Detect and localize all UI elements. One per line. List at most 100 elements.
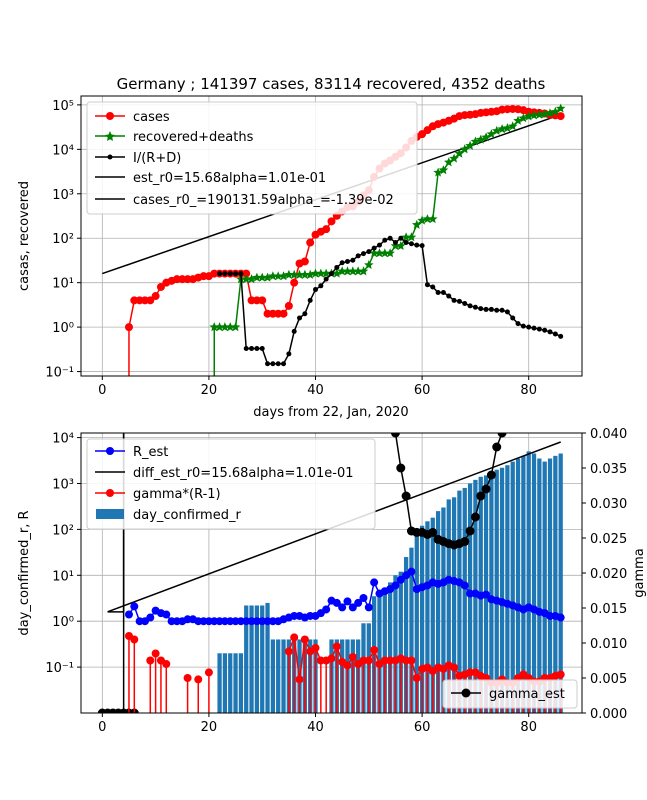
ir-point — [419, 243, 425, 249]
r-est-point — [162, 610, 171, 619]
recovered-point — [209, 322, 219, 332]
ir-point — [227, 271, 233, 277]
y-tick-label: 10⁻¹ — [45, 661, 74, 676]
x-tick-label: 80 — [520, 720, 537, 735]
ir-point — [291, 328, 297, 334]
recovered-point — [433, 167, 443, 177]
legend-ir-label: I/(R+D) — [133, 151, 181, 166]
legend-est-label: est_r0=15.68alpha=1.01e-01 — [133, 171, 326, 186]
r-est-point — [407, 567, 416, 576]
day-confirmed-bar — [457, 490, 462, 713]
ir-point — [467, 303, 473, 309]
day-confirmed-bar — [387, 582, 393, 713]
y2-tick-label: 0.010 — [590, 637, 627, 652]
gamma-est-point — [401, 491, 411, 501]
bottom-legend-2-box — [442, 679, 578, 709]
r-est-point — [482, 590, 491, 599]
r-est-point — [556, 613, 565, 622]
recovered-point — [518, 113, 529, 123]
x-tick-label: 60 — [414, 383, 431, 398]
y2-tick-label: 0.005 — [590, 672, 627, 687]
ir-point — [414, 242, 420, 248]
ir-point — [499, 307, 505, 313]
legend-r-est-label: R_est — [133, 445, 168, 460]
r-est-point — [364, 603, 373, 612]
recovered-point — [449, 153, 459, 163]
ir-point — [249, 346, 255, 352]
y2-tick-label: 0.000 — [590, 707, 627, 722]
recovered-point — [523, 111, 534, 121]
recovered-point — [390, 241, 401, 250]
top-chart-title: Germany ; 141397 cases, 83114 recovered,… — [117, 75, 546, 93]
ir-point — [329, 271, 334, 277]
recovered-point — [438, 165, 449, 175]
day-confirmed-bar — [451, 497, 457, 713]
day-confirmed-bar — [403, 557, 409, 713]
gamma-est-point — [428, 527, 438, 537]
gamma-est-point — [470, 512, 480, 522]
ir-point — [339, 260, 345, 266]
top-x-axis-label: days from 22, Jan, 2020 — [253, 405, 408, 420]
gamma-point — [130, 635, 139, 644]
y-tick-label: 10¹ — [52, 569, 74, 584]
recovered-point — [321, 268, 331, 278]
gamma-point — [151, 649, 160, 658]
ir-point — [233, 271, 239, 277]
recovered-point — [316, 268, 326, 278]
day-confirmed-bar — [537, 458, 542, 713]
day-confirmed-bar — [244, 605, 249, 713]
gamma-est-point — [396, 463, 406, 473]
r-est-point — [146, 613, 155, 622]
recovered-point — [262, 272, 273, 282]
day-confirmed-bar — [238, 653, 244, 713]
day-confirmed-bar — [228, 653, 233, 713]
y-tick-label: 10⁻¹ — [45, 366, 74, 381]
day-confirmed-bar — [446, 499, 451, 713]
recovered-point — [220, 322, 230, 332]
x-tick-label: 80 — [520, 383, 537, 398]
y2-tick-label: 0.040 — [590, 427, 627, 442]
gamma-point — [162, 660, 171, 668]
y-tick-label: 10³ — [52, 188, 74, 203]
ir-point — [259, 346, 265, 352]
recovered-point — [534, 109, 545, 119]
gamma-est-point — [486, 470, 496, 480]
top-y-ticks: 10⁻¹ 10⁰ 10¹ 10² 10³ 10⁴ 10⁵ — [45, 99, 81, 381]
gamma-est-point — [460, 537, 470, 546]
day-confirmed-bar — [526, 451, 531, 713]
day-confirmed-bar — [217, 653, 222, 713]
day-confirmed-bar — [249, 605, 254, 713]
gamma-point — [146, 656, 155, 665]
top-x-ticks: 0 20 40 60 80 — [98, 376, 537, 398]
r-est-point — [332, 598, 341, 607]
r-est-point — [460, 581, 469, 590]
recovered-point — [508, 121, 518, 131]
ir-point — [254, 346, 260, 352]
bottom-y2-axis-label: gamma — [632, 548, 647, 598]
ir-point — [265, 361, 271, 367]
gamma-point — [343, 661, 352, 670]
day-confirmed-bar — [547, 458, 553, 713]
ir-point — [483, 306, 489, 312]
ir-point — [360, 251, 366, 257]
r-est-point — [391, 581, 400, 590]
y-tick-label: 10⁵ — [52, 99, 74, 114]
day-confirmed-bar — [510, 461, 515, 713]
legend-bar-swatch — [96, 509, 124, 519]
ir-point — [323, 276, 329, 282]
recovered-point — [364, 260, 374, 269]
day-confirmed-bar — [553, 455, 558, 713]
recovered-point — [300, 269, 310, 279]
day-confirmed-bar — [521, 455, 526, 713]
recovered-point — [294, 269, 305, 279]
gamma-point — [295, 675, 304, 684]
legend-est2-label: cases_r0_=190131.59alpha_=-1.39e-02 — [133, 193, 394, 208]
recovered-point — [470, 136, 481, 146]
recovered-point — [353, 266, 363, 276]
x-tick-label: 20 — [201, 383, 218, 398]
ir-point — [446, 293, 452, 299]
gamma-point — [412, 674, 421, 682]
day-confirmed-bar — [382, 589, 387, 713]
gamma-point — [327, 654, 336, 663]
